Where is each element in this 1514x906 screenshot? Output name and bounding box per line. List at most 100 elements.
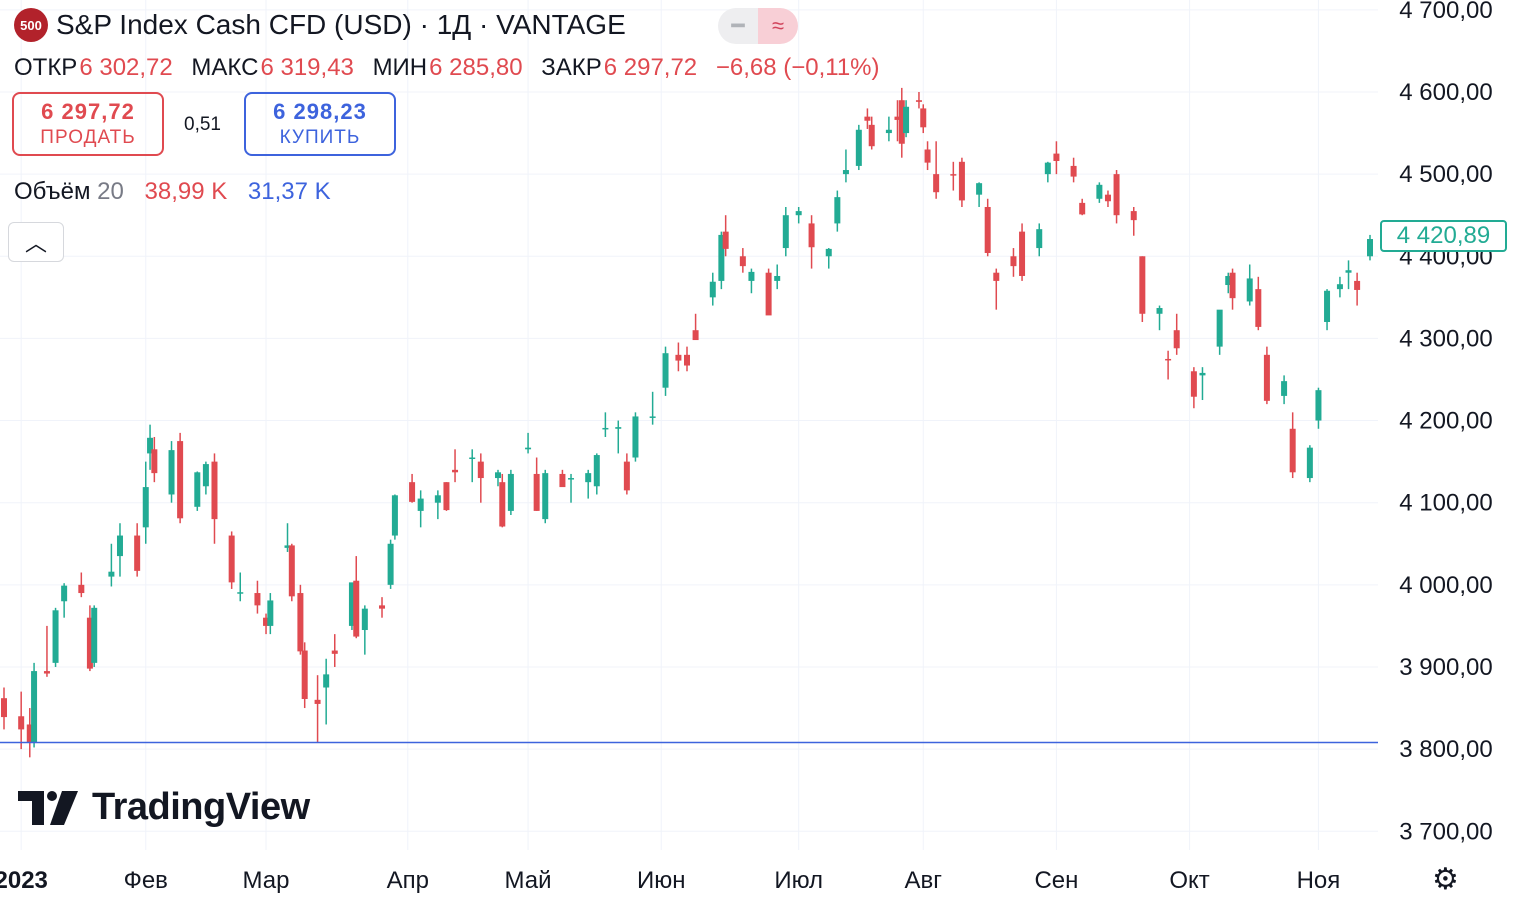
candle-body — [361, 608, 368, 631]
candle-body — [903, 106, 910, 134]
low-label: МИН — [372, 54, 428, 81]
candle-body — [142, 487, 149, 528]
tradingview-logo[interactable]: TradingView — [18, 786, 310, 829]
candle-body — [593, 455, 600, 487]
candle-body — [297, 593, 304, 652]
minus-icon[interactable]: ━ — [718, 8, 758, 44]
candle-body — [722, 231, 729, 249]
time-axis[interactable]: 2023 Фев Мар Апр Май Июн Июл Авг Сен Окт Ноя — [0, 867, 1340, 894]
x-tick-label: Окт — [1169, 867, 1209, 894]
candle-body — [1165, 358, 1172, 361]
candle-body — [417, 498, 424, 511]
sell-button[interactable]: 6 297,72 ПРОДАТЬ — [12, 92, 164, 156]
symbol-header[interactable]: 500 S&P Index Cash CFD (USD) · 1Д · VANT… — [14, 8, 626, 42]
candle-body — [1246, 278, 1253, 302]
candle-body — [868, 124, 875, 147]
candle-body — [202, 464, 209, 487]
candle-body — [379, 605, 386, 609]
symbol-title[interactable]: S&P Index Cash CFD (USD) · 1Д · VANTAGE — [56, 9, 626, 40]
last-price-label: 4 420,89 — [1380, 220, 1507, 252]
approx-icon[interactable]: ≈ — [758, 8, 798, 44]
candle-body — [494, 472, 501, 479]
candle-body — [1130, 211, 1137, 221]
candle-body — [1229, 272, 1236, 299]
candle-body — [26, 724, 33, 743]
candle-body — [331, 650, 338, 654]
candle-body — [795, 211, 802, 216]
candle-body — [353, 580, 360, 637]
volume-buy: 31,37 K — [247, 178, 331, 205]
candle-body — [933, 174, 940, 193]
x-tick-label: Май — [505, 867, 552, 894]
open-value: 6 302,72 — [79, 54, 173, 81]
buy-button[interactable]: 6 298,23 КУПИТЬ — [244, 92, 396, 156]
candle-body — [348, 582, 355, 626]
candle-body — [177, 441, 184, 519]
candle-body — [920, 108, 927, 128]
candle-body — [1289, 428, 1296, 473]
candle-body — [1139, 256, 1146, 314]
x-tick-label: Июн — [637, 867, 686, 894]
candle-body — [507, 473, 514, 511]
x-tick-label: Фев — [124, 867, 168, 894]
price-axis[interactable]: 4 700,004 600,004 500,004 400,004 300,00… — [1399, 0, 1492, 845]
candle-body — [1156, 308, 1163, 314]
candle-body — [134, 535, 141, 571]
candle-body — [739, 256, 746, 267]
candle-body — [211, 461, 218, 520]
y-tick-label: 3 900,00 — [1399, 654, 1492, 681]
candle-body — [864, 116, 871, 121]
chevron-up-icon: ︿ — [24, 231, 47, 256]
candle-body — [834, 197, 841, 224]
candle-body — [632, 416, 639, 458]
candle-body — [91, 607, 98, 663]
y-tick-label: 3 800,00 — [1399, 736, 1492, 763]
candle-body — [950, 174, 957, 176]
candle-body — [675, 354, 682, 361]
candle-body — [323, 674, 330, 688]
candle-body — [1070, 165, 1077, 177]
candle-body — [692, 330, 699, 341]
open-label: ОТКР — [14, 54, 78, 81]
candle-body — [684, 354, 690, 366]
candle-body — [559, 473, 566, 488]
candle-body — [116, 535, 123, 557]
candle-body — [499, 482, 506, 527]
candle-body — [585, 473, 592, 483]
candle-body — [1113, 174, 1120, 216]
candle-body — [1281, 381, 1288, 396]
candle-body — [984, 206, 991, 253]
buy-price: 6 298,23 — [273, 99, 367, 124]
candle-body — [709, 281, 716, 298]
volume-legend[interactable]: Объём 20 38,99 K 31,37 K — [14, 178, 331, 206]
candle-body — [1010, 256, 1017, 267]
spread-value: 0,51 — [184, 114, 221, 135]
y-tick-label: 4 500,00 — [1399, 161, 1492, 188]
candle-body — [43, 671, 50, 674]
candle-body — [924, 149, 931, 163]
settings-icon[interactable]: ⚙ — [1432, 863, 1459, 896]
candle-body — [61, 585, 68, 602]
header-flag-buttons: ━ ≈ — [718, 8, 798, 44]
candle-body — [52, 610, 59, 663]
candle-body — [765, 272, 772, 316]
candle-body — [391, 495, 398, 536]
candle-body — [1096, 184, 1103, 199]
candle-body — [1345, 270, 1352, 273]
change-value: −6,68 (−0,11%) — [715, 54, 880, 81]
candle-body — [1306, 447, 1313, 479]
candle-body — [314, 699, 321, 704]
candle-body — [284, 545, 291, 548]
collapse-legend-button[interactable]: ︿ — [8, 222, 64, 262]
sell-label: ПРОДАТЬ — [40, 127, 136, 148]
candle-body — [808, 223, 815, 248]
candle-body — [1225, 275, 1232, 286]
candle-body — [78, 584, 85, 594]
x-tick-label: Апр — [387, 867, 429, 894]
x-tick-label: 2023 — [0, 867, 48, 894]
y-tick-label: 4 200,00 — [1399, 408, 1492, 435]
candle-body — [615, 427, 622, 429]
candle-body — [18, 716, 25, 730]
close-label: ЗАКР — [541, 54, 602, 81]
